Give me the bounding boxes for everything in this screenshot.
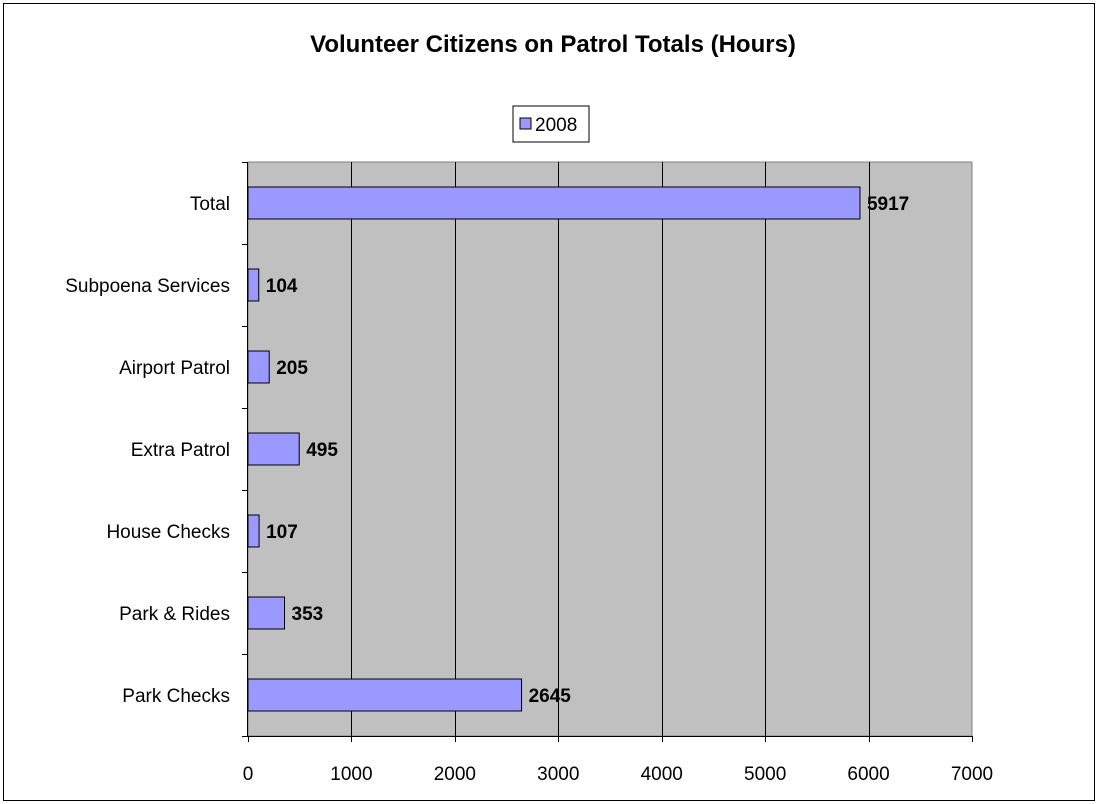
category-label: Airport Patrol <box>119 358 230 379</box>
data-label: 104 <box>266 276 298 297</box>
bar <box>247 678 523 712</box>
legend-label: 2008 <box>535 115 577 136</box>
bar <box>247 186 861 220</box>
data-label: 205 <box>276 358 308 379</box>
x-tick-label: 7000 <box>951 764 993 785</box>
bar <box>247 596 286 630</box>
category-label: Subpoena Services <box>65 276 230 297</box>
x-tick-label: 5000 <box>744 764 786 785</box>
x-tick-label: 4000 <box>641 764 683 785</box>
data-label: 495 <box>306 440 338 461</box>
category-label: Extra Patrol <box>131 440 230 461</box>
plot-background <box>247 161 973 737</box>
data-label: 107 <box>266 522 298 543</box>
x-tick-label: 3000 <box>537 764 579 785</box>
chart-title: Volunteer Citizens on Patrol Totals (Hou… <box>310 31 796 58</box>
bar <box>247 350 270 384</box>
legend-swatch <box>519 117 532 130</box>
bar <box>247 432 300 466</box>
x-tick-label: 0 <box>243 764 254 785</box>
x-tick-label: 2000 <box>434 764 476 785</box>
category-label: House Checks <box>106 522 230 543</box>
x-tick-label: 1000 <box>330 764 372 785</box>
plot-area: 0 1000 2000 3000 4000 5000 6000 7000 Park Checks… <box>65 161 993 785</box>
x-tick-label: 6000 <box>847 764 889 785</box>
legend: 2008 <box>512 105 590 143</box>
data-label: 353 <box>292 604 324 625</box>
data-label: 5917 <box>867 194 909 215</box>
bar <box>247 514 260 548</box>
category-label: Park & Rides <box>119 604 230 625</box>
bar <box>247 268 260 302</box>
category-label: Total <box>190 194 230 215</box>
data-label: 2645 <box>529 686 572 707</box>
category-label: Park Checks <box>122 686 230 707</box>
